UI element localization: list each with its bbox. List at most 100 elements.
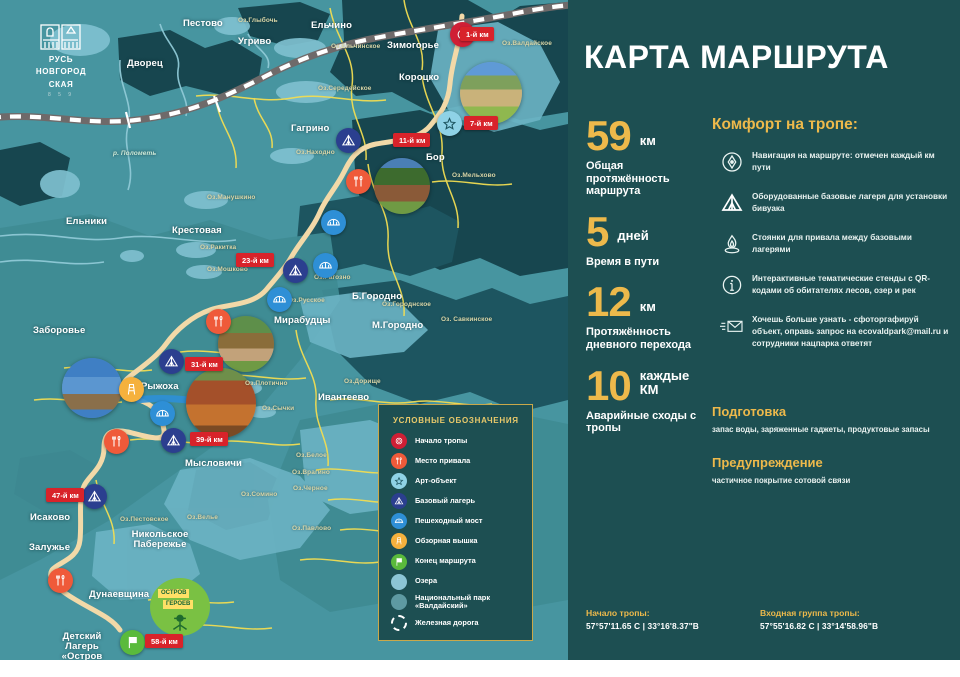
comfort-row: Стоянки для привала между базовыми лагер… — [712, 230, 950, 258]
map-place-label: Зимогорье — [387, 40, 439, 51]
comfort-row: Оборудованные базовые лагеря для установ… — [712, 189, 950, 217]
map-place-label: Оз. Савкинское — [441, 316, 493, 323]
map-place-label: Заборовье — [33, 325, 86, 336]
envelope-icon — [712, 312, 752, 340]
map-place-label: Залужье — [29, 542, 71, 553]
map-pin-rest[interactable] — [104, 429, 129, 454]
km-marker-flag[interactable]: 1-й км — [460, 27, 494, 41]
map-pin-bridge[interactable] — [150, 401, 175, 426]
stat-unit: км — [639, 298, 656, 314]
page-title: КАРТА МАРШРУТА — [584, 39, 889, 75]
map-place-label: Б.Городно — [352, 291, 403, 302]
map-pin-camp[interactable] — [159, 349, 184, 374]
map-place-label: Оз.Врагино — [292, 469, 330, 476]
map-place-label: Оз.Ракитка — [200, 244, 237, 251]
logo-line3: СКАЯ — [48, 79, 74, 89]
bridge-icon — [391, 513, 407, 530]
map-place-label: Оз.Мельхово — [452, 172, 496, 179]
cutlery-icon — [109, 434, 124, 449]
comfort-text: Стоянки для привала между базовыми лагер… — [752, 233, 912, 254]
legend-label: Начало тропы — [415, 435, 468, 445]
map-pin-rest[interactable] — [48, 568, 73, 593]
map-place-label: Оз.Павлово — [292, 525, 332, 532]
info-icon — [712, 271, 752, 299]
map-place-label: Детский Лагерь «Остров Героев» — [61, 631, 103, 660]
map-place-label: Оз.Дорище — [344, 378, 381, 385]
info-panel: КАРТА МАРШРУТА 59 км Общая протяжённость м… — [568, 0, 960, 660]
map-place-label: Оз.Середейское — [318, 85, 372, 92]
km-marker-flag[interactable]: 58-й км — [145, 634, 183, 648]
km-marker-flag[interactable]: 23-й км — [236, 253, 274, 267]
km-marker-flag[interactable]: 7-й км — [464, 116, 498, 130]
prep-heading: Подготовка — [712, 404, 787, 419]
comfort-text: Интерактивные тематические стенды с QR- … — [752, 274, 930, 295]
photo-circle-bridge — [186, 368, 256, 438]
photo-circle-camp — [374, 158, 430, 214]
photo-circle-tower — [62, 358, 122, 418]
map-place-label: Оз.Сычки — [262, 405, 295, 412]
tent-icon — [87, 489, 102, 504]
map-pin-camp[interactable] — [161, 428, 186, 453]
km-marker-flag[interactable]: 47-й км — [46, 488, 84, 502]
logo-mark-icon — [39, 22, 83, 52]
stats-column: 59 км Общая протяжённость маршрута 5 дней Вре… — [586, 114, 706, 451]
map-pin-art[interactable] — [437, 111, 462, 136]
stat-block: 10 каждые КМ Аварийные сходы с тропы — [586, 364, 706, 435]
map-pin-finish[interactable] — [120, 630, 145, 655]
tent-icon — [164, 354, 179, 369]
map-pin-rest[interactable] — [346, 169, 371, 194]
map-place-label: Угриво — [238, 36, 272, 47]
map-pin-camp[interactable] — [336, 128, 361, 153]
km-marker-flag[interactable]: 31-й км — [185, 357, 223, 371]
logo-line1: РУСЬ — [48, 55, 74, 64]
map-pin-bridge[interactable] — [313, 253, 338, 278]
railway-icon — [391, 614, 407, 631]
island-badge-line2: ГЕРОЕВ — [163, 600, 194, 609]
map-place-label: Оз.Глыбочь — [238, 17, 278, 24]
bridge-icon — [155, 406, 170, 421]
map-place-label: Оз.Черное — [293, 485, 328, 492]
map-place-label: Оз.Плотично — [245, 380, 288, 387]
map-place-label: Оз.Манушкино — [207, 194, 256, 201]
km-marker-flag[interactable]: 39-й км — [190, 432, 228, 446]
stat-number: 5 — [586, 207, 609, 255]
map-pin-bridge[interactable] — [267, 287, 292, 312]
legend-row: Конец маршрута — [391, 553, 532, 570]
map-pin-rest[interactable] — [206, 309, 231, 334]
bottom-white-bar — [0, 660, 960, 677]
legend-label: Пешеходный мост — [415, 516, 483, 526]
map-place-label: Оз.Ельчинское — [331, 43, 381, 50]
km-marker-flag[interactable]: 11-й км — [393, 133, 431, 147]
coordinate-label: Начало тропы: — [586, 608, 650, 618]
comfort-section: Комфорт на тропе: Навигация на маршруте:… — [712, 116, 950, 363]
comfort-text: Хочешь больше узнать - сфоторгафируй объ… — [752, 315, 949, 348]
map-place-label: Мирабудцы — [274, 315, 331, 326]
legend-title: УСЛОВНЫЕ ОБОЗНАЧЕНИЯ — [393, 416, 519, 425]
map-place-label: Исаково — [30, 512, 71, 523]
map-pin-bridge[interactable] — [321, 210, 346, 235]
stat-unit: дней — [617, 228, 649, 244]
prep-heading: Предупреждение — [712, 454, 823, 470]
map-place-label: р. Полометь — [113, 150, 157, 157]
island-ostrov-geroev: ОСТРОВ ГЕРОЕВ — [150, 578, 210, 636]
logo-dots: 8 5 9 — [47, 92, 75, 99]
map-place-label: Дворец — [127, 58, 163, 69]
map-place-label: Дунаевщина — [89, 589, 150, 600]
map-place-label: Короцко — [399, 72, 440, 83]
legend-label: Базовый лагерь — [415, 496, 476, 506]
map-place-label: М.Городно — [372, 320, 424, 331]
map-place-label: Бор — [426, 152, 445, 163]
coordinate-group: Начало тропы: 57°57'11.65 С | 33°16'8.37"… — [586, 608, 760, 631]
map-legend: УСЛОВНЫЕ ОБОЗНАЧЕНИЯ Начало тропы Место п… — [378, 404, 533, 641]
map-pin-tower[interactable] — [119, 377, 144, 402]
lake-swatch-icon — [391, 573, 407, 590]
stat-block: 12 км Протяжённость дневного перехода — [586, 281, 706, 351]
map-pin-camp[interactable] — [82, 484, 107, 509]
map-place-label: Оз.Находно — [296, 149, 335, 156]
map-place-label: Пестово — [183, 18, 223, 29]
map-pin-camp[interactable] — [283, 258, 308, 283]
route-map[interactable]: ОСТРОВ ГЕРОЕВ — [0, 0, 568, 660]
coordinate-group: Входная группа тропы: 57°55'16.82 С | 33°… — [760, 608, 934, 631]
star-icon — [391, 473, 407, 490]
